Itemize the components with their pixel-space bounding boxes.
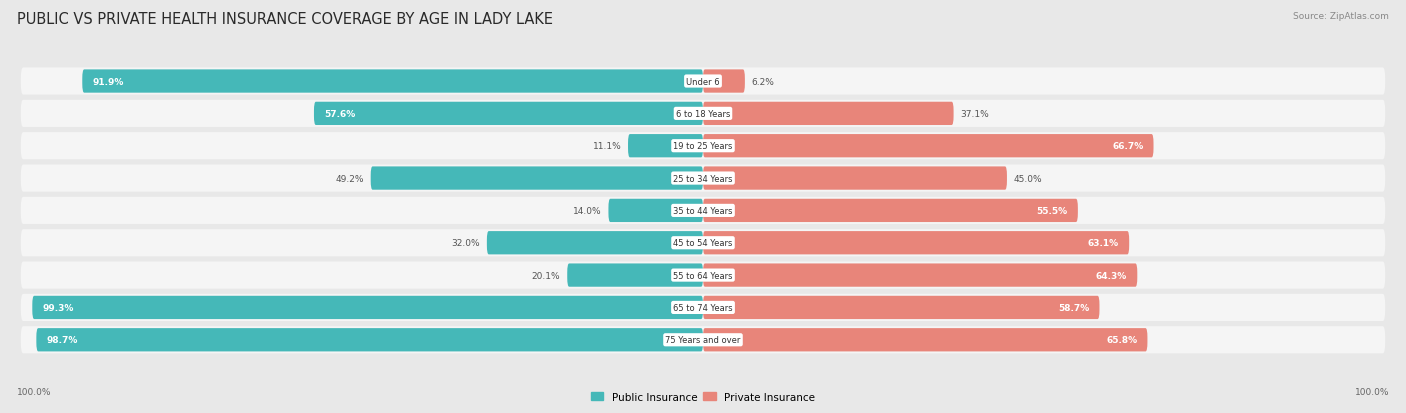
Text: 98.7%: 98.7% (46, 335, 77, 344)
FancyBboxPatch shape (703, 167, 1007, 190)
Text: 6 to 18 Years: 6 to 18 Years (676, 109, 730, 119)
Legend: Public Insurance, Private Insurance: Public Insurance, Private Insurance (589, 389, 817, 404)
FancyBboxPatch shape (703, 296, 1099, 319)
FancyBboxPatch shape (703, 102, 953, 126)
FancyBboxPatch shape (21, 230, 1385, 257)
Text: 100.0%: 100.0% (1354, 387, 1389, 396)
Text: 37.1%: 37.1% (960, 109, 988, 119)
FancyBboxPatch shape (21, 326, 1385, 354)
FancyBboxPatch shape (21, 197, 1385, 224)
Text: 49.2%: 49.2% (336, 174, 364, 183)
FancyBboxPatch shape (703, 232, 1129, 255)
FancyBboxPatch shape (703, 70, 745, 93)
Text: 64.3%: 64.3% (1095, 271, 1128, 280)
Text: PUBLIC VS PRIVATE HEALTH INSURANCE COVERAGE BY AGE IN LADY LAKE: PUBLIC VS PRIVATE HEALTH INSURANCE COVER… (17, 12, 553, 27)
Text: Under 6: Under 6 (686, 77, 720, 86)
FancyBboxPatch shape (703, 264, 1137, 287)
Text: 20.1%: 20.1% (531, 271, 561, 280)
FancyBboxPatch shape (486, 232, 703, 255)
Text: 91.9%: 91.9% (93, 77, 124, 86)
FancyBboxPatch shape (32, 296, 703, 319)
Text: 58.7%: 58.7% (1059, 303, 1090, 312)
FancyBboxPatch shape (37, 328, 703, 351)
Text: 65 to 74 Years: 65 to 74 Years (673, 303, 733, 312)
Text: 65.8%: 65.8% (1107, 335, 1137, 344)
Text: 6.2%: 6.2% (752, 77, 775, 86)
FancyBboxPatch shape (703, 328, 1147, 351)
Text: 55.5%: 55.5% (1036, 206, 1067, 215)
FancyBboxPatch shape (83, 70, 703, 93)
Text: 99.3%: 99.3% (42, 303, 73, 312)
FancyBboxPatch shape (21, 262, 1385, 289)
Text: 14.0%: 14.0% (574, 206, 602, 215)
Text: 75 Years and over: 75 Years and over (665, 335, 741, 344)
Text: 55 to 64 Years: 55 to 64 Years (673, 271, 733, 280)
Text: 63.1%: 63.1% (1088, 239, 1119, 248)
Text: 35 to 44 Years: 35 to 44 Years (673, 206, 733, 215)
Text: 11.1%: 11.1% (592, 142, 621, 151)
FancyBboxPatch shape (21, 68, 1385, 95)
FancyBboxPatch shape (21, 165, 1385, 192)
Text: 25 to 34 Years: 25 to 34 Years (673, 174, 733, 183)
FancyBboxPatch shape (567, 264, 703, 287)
FancyBboxPatch shape (628, 135, 703, 158)
Text: Source: ZipAtlas.com: Source: ZipAtlas.com (1294, 12, 1389, 21)
FancyBboxPatch shape (609, 199, 703, 223)
FancyBboxPatch shape (703, 199, 1078, 223)
Text: 19 to 25 Years: 19 to 25 Years (673, 142, 733, 151)
Text: 100.0%: 100.0% (17, 387, 52, 396)
FancyBboxPatch shape (314, 102, 703, 126)
FancyBboxPatch shape (703, 135, 1153, 158)
FancyBboxPatch shape (21, 294, 1385, 321)
FancyBboxPatch shape (371, 167, 703, 190)
FancyBboxPatch shape (21, 133, 1385, 160)
Text: 66.7%: 66.7% (1112, 142, 1143, 151)
Text: 45.0%: 45.0% (1014, 174, 1042, 183)
Text: 45 to 54 Years: 45 to 54 Years (673, 239, 733, 248)
Text: 32.0%: 32.0% (451, 239, 479, 248)
Text: 57.6%: 57.6% (323, 109, 356, 119)
FancyBboxPatch shape (21, 100, 1385, 128)
